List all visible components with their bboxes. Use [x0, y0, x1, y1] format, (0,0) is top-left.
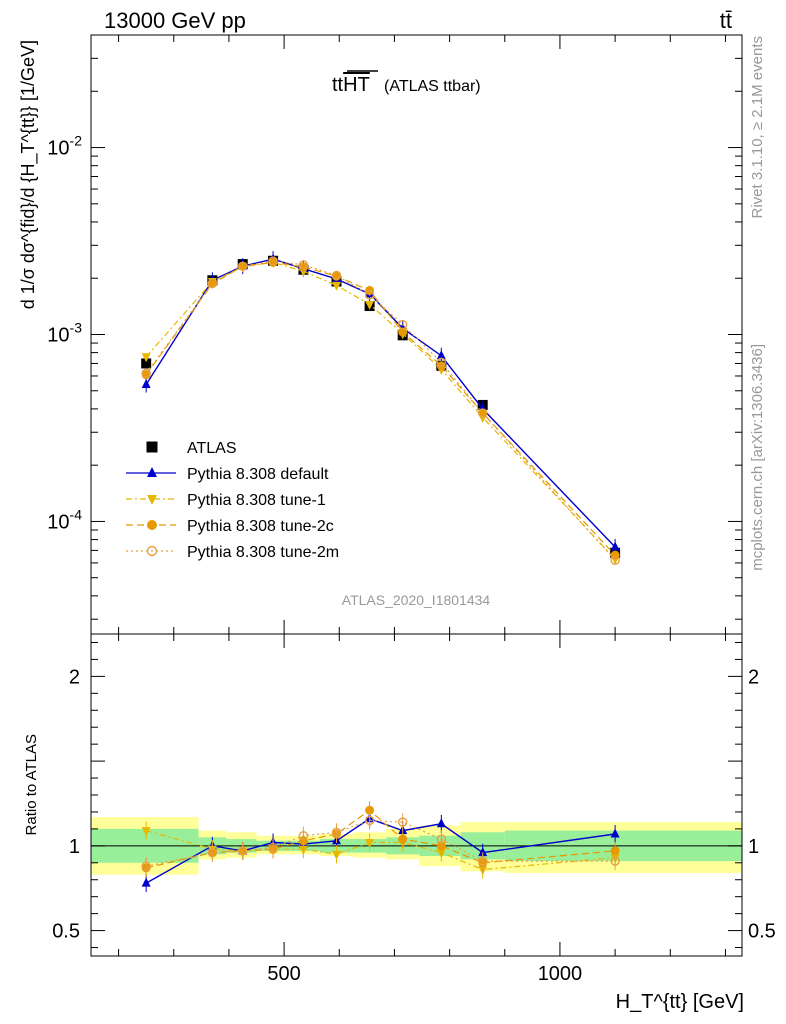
- x-axis-label: H_T^{tt} [GeV]: [616, 991, 744, 1013]
- ratio-point-tune1: [141, 827, 151, 837]
- ratio-point-tune2c: [610, 846, 620, 856]
- ratio-point-tune1: [365, 838, 375, 848]
- point-tune1: [365, 300, 375, 310]
- plot-title-sub: (ATLAS ttbar): [384, 78, 481, 95]
- series-line-tune1: [145, 261, 616, 560]
- legend-label-tune1: Pythia 8.308 tune-1: [187, 492, 326, 509]
- point-default: [436, 350, 446, 360]
- point-tune2m: [436, 357, 447, 368]
- point-tune2m: [238, 261, 248, 271]
- ratio-y-tick-label: 0.5: [52, 921, 80, 943]
- ratio-point-tune2m: [331, 827, 342, 837]
- legend: ATLAS Pythia 8.308 default Pythia 8.308 tu…: [126, 440, 339, 561]
- point-data: [141, 358, 152, 369]
- point-tune1: [332, 281, 342, 291]
- ratio-y-label: Ratio to ATLAS: [23, 734, 40, 835]
- legend-marker-tune2m: [146, 545, 158, 557]
- ratio-point-tune1: [332, 850, 342, 860]
- main-panel: [141, 251, 621, 565]
- ratio-frame: [90, 633, 743, 957]
- ratio-point-tune2m: [207, 847, 218, 858]
- series-data: [141, 255, 621, 558]
- ratio-point-tune2m: [436, 834, 447, 844]
- legend-marker-tune1: [147, 495, 157, 505]
- ratio-point-tune2c: [398, 834, 408, 844]
- ratio-line-tune2m: [146, 819, 616, 867]
- plot-title: ttHT: [332, 74, 370, 96]
- header-process: tt̄: [720, 8, 732, 33]
- legend-label-tune2m: Pythia 8.308 tune-2m: [187, 544, 339, 561]
- y-tick-label: 10-2: [47, 133, 82, 160]
- ratio-point-default: [478, 847, 488, 857]
- ratio-y-tick-label: 1: [69, 836, 80, 858]
- point-tune1: [141, 353, 151, 363]
- point-tune2m: [610, 555, 620, 565]
- legend-marker-data: [146, 441, 158, 453]
- ratio-point-tune2m: [398, 817, 408, 827]
- legend-marker-tune2c: [147, 520, 157, 530]
- ratio-point-tune1: [298, 845, 308, 855]
- legend-label-data: ATLAS: [187, 440, 237, 457]
- side-text-rivet: Rivet 3.1.10, ≥ 2.1M events: [749, 36, 766, 219]
- ratio-point-default: [610, 828, 620, 838]
- ratio-point-tune2m: [610, 856, 620, 866]
- point-tune2m: [398, 319, 408, 330]
- y-axis-label: d 1/σ dσ^{fid}/d {H_T^{tt}} [1/GeV]: [18, 40, 39, 309]
- axes-layer: 500 1000 10-2 10-3 10-4 2 2 1 1 0.5 0.5: [47, 34, 776, 985]
- legend-label-tune2c: Pythia 8.308 tune-2c: [187, 518, 334, 535]
- ratio-point-default: [141, 877, 151, 887]
- y-axis-label-text: d 1/σ dσ^{fid}/d {H_T^{tt}} [1/GeV]: [18, 40, 39, 309]
- point-tune2m: [331, 270, 342, 281]
- ratio-panel: [91, 801, 742, 893]
- point-tune2m: [141, 368, 151, 379]
- legend-label-default: Pythia 8.308 default: [187, 466, 329, 483]
- legend-marker-default: [147, 467, 157, 477]
- series-default: [141, 251, 620, 555]
- point-default: [610, 541, 620, 551]
- point-tune2m: [207, 278, 218, 288]
- ratio-point-tune2m: [298, 830, 309, 841]
- ratio-y-tick-label-right: 0.5: [748, 921, 776, 943]
- ratio-y-tick-label: 2: [69, 666, 80, 688]
- ratio-point-tune2m: [141, 861, 151, 871]
- ratio-point-default: [436, 818, 446, 828]
- y-tick-label: 10-3: [47, 320, 82, 347]
- ratio-point-tune2m: [268, 842, 278, 853]
- series-tune2m: [141, 256, 620, 565]
- point-tune2m: [298, 260, 309, 270]
- x-tick-label: 1000: [538, 963, 583, 985]
- plot-title-main: tt: [332, 74, 344, 96]
- point-tune2m: [478, 408, 488, 418]
- series-line-tune2m: [145, 260, 616, 561]
- ratio-series-tune2m: [141, 811, 620, 876]
- ratio-y-tick-label-right: 2: [748, 666, 759, 688]
- plot-title-overline: HT: [343, 74, 370, 96]
- side-text-mcplots: mcplots.cern.ch [arXiv:1306.3436]: [749, 344, 766, 571]
- ratio-line-tune1: [146, 830, 616, 871]
- point-default: [141, 379, 151, 389]
- ratio-point-tune2m: [364, 815, 375, 826]
- ratio-y-tick-label-right: 1: [748, 836, 759, 858]
- point-tune2c: [398, 327, 408, 337]
- ratio-point-tune2c: [365, 805, 375, 815]
- analysis-label: ATLAS_2020_I1801434: [342, 592, 491, 608]
- header-energy: 13000 GeV pp: [104, 8, 246, 33]
- ratio-point-tune2m: [478, 856, 488, 866]
- point-tune2m: [364, 290, 375, 300]
- x-tick-label: 500: [267, 963, 300, 985]
- y-tick-label: 10-4: [47, 506, 82, 533]
- ratio-point-tune2m: [238, 846, 248, 856]
- series-tune2c: [141, 257, 620, 560]
- point-tune2m: [268, 256, 278, 266]
